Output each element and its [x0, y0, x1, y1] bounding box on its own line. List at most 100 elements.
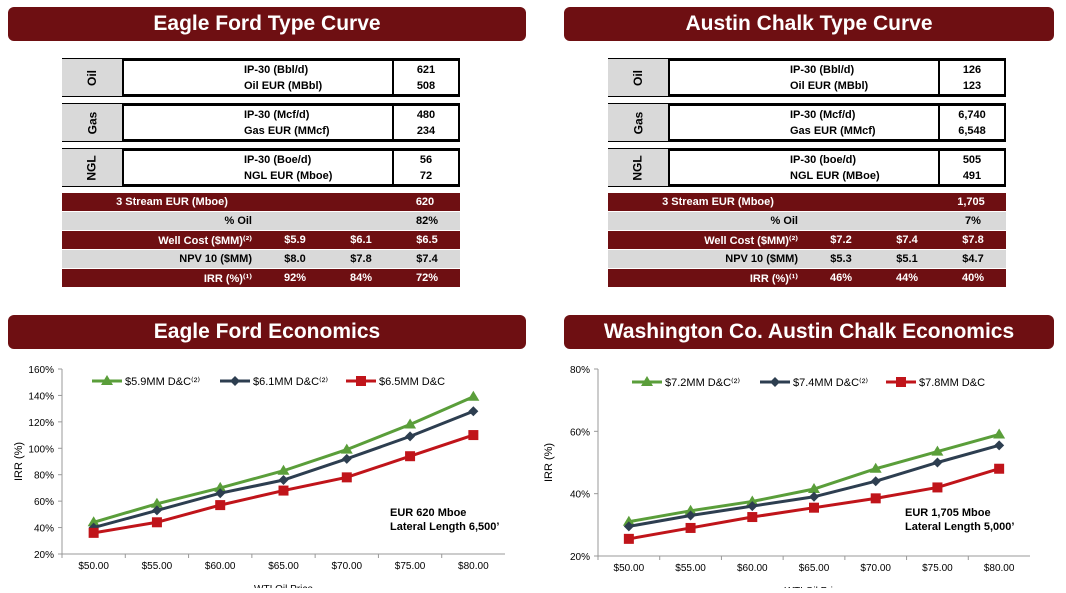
data-point [870, 493, 881, 504]
data-point [215, 500, 226, 511]
data-point [468, 406, 479, 417]
data-point [405, 451, 416, 462]
group-label: Gas [631, 111, 645, 134]
x-tick-label: $50.00 [614, 563, 645, 574]
ef-ngl-group: NGL IP-30 (Boe/d) NGL EUR (Mboe) 56 72 [62, 148, 460, 187]
row-label: Gas EUR (MMcf) [790, 124, 876, 137]
data-point [405, 431, 416, 442]
ac-economics-chart: 20% 40% 60% 80% $50.00 $55.00 $60.00 $65.00 $70.… [540, 355, 1066, 593]
row-label: IP-30 (Mcf/d) [244, 108, 310, 121]
row-value: 234 [416, 124, 436, 137]
row-value: 621 [416, 63, 436, 76]
data-point [150, 497, 163, 508]
data-point [214, 481, 227, 492]
data-point [88, 527, 99, 538]
series-line [93, 395, 474, 524]
legend-label: $5.9MM D&C⁽²⁾ [125, 376, 200, 388]
ac-gas-group: Gas IP-30 (Mcf/d) Gas EUR (MMcf) 6,740 6… [608, 103, 1006, 142]
ac-ngl-group: NGL IP-30 (boe/d) NGL EUR (MBoe) 505 491 [608, 148, 1006, 187]
data-point [932, 457, 943, 468]
x-tick-label: $70.00 [860, 563, 891, 574]
y-tick-label: 100% [28, 444, 54, 455]
data-point [869, 462, 882, 473]
data-point [622, 515, 635, 526]
ef-type-curve-table: Oil IP-30 (Bbl/d) Oil EUR (MBbl) 621 508… [62, 58, 460, 288]
data-point [747, 501, 758, 512]
group-label: Gas [85, 111, 99, 134]
summary-row: 3 Stream EUR (Mboe) 620 [62, 193, 460, 212]
row-value: 56 [419, 153, 433, 166]
ac-type-curve-title: Austin Chalk Type Curve [564, 7, 1054, 41]
summary-row: % Oil 82% [62, 212, 460, 231]
x-tick-label: $70.00 [331, 561, 362, 572]
legend-marker [896, 377, 906, 387]
legend-label: $7.4MM D&C⁽²⁾ [793, 377, 868, 389]
row-value: 72 [419, 169, 433, 182]
data-point [278, 485, 289, 496]
legend-label: $7.2MM D&C⁽²⁾ [665, 377, 740, 389]
x-tick-label: $60.00 [737, 563, 768, 574]
data-point [808, 482, 820, 493]
data-point [870, 476, 881, 487]
ef-oil-group: Oil IP-30 (Bbl/d) Oil EUR (MBbl) 621 508 [62, 58, 460, 97]
annotation-text: Lateral Length 5,000’ [905, 521, 1014, 533]
ef-irr-line-chart: 20% 40% 60% 80% 100% 120% 140% 160% $50.00 $55.00… [13, 365, 505, 593]
x-tick-label: $75.00 [395, 561, 426, 572]
y-tick-label: 80% [570, 365, 590, 376]
data-point [278, 475, 289, 485]
ac-type-curve-table: Oil IP-30 (Bbl/d) Oil EUR (MBbl) 126 123… [608, 58, 1006, 288]
y-tick-label: 80% [34, 471, 54, 482]
row-value: 480 [416, 108, 436, 121]
legend-marker [230, 376, 240, 386]
legend-label: $6.5MM D&C [379, 376, 445, 388]
summary-row: NPV 10 ($MM) $5.3 $5.1 $4.7 [608, 250, 1006, 269]
row-label: IP-30 (Bbl/d) [790, 63, 855, 76]
legend-marker [641, 376, 653, 386]
data-point [994, 463, 1005, 474]
data-point [340, 443, 353, 454]
annotation-text: Lateral Length 6,500’ [390, 521, 499, 533]
data-point [994, 440, 1005, 451]
y-axis-label: IRR (%) [13, 442, 25, 481]
data-point [151, 517, 162, 528]
row-value: 508 [416, 79, 436, 92]
y-tick-label: 60% [34, 497, 54, 508]
data-point [467, 390, 480, 401]
group-label: NGL [631, 154, 645, 181]
row-label: IP-30 (boe/d) [790, 153, 857, 166]
ef-economics-chart: 20% 40% 60% 80% 100% 120% 140% 160% $50.00 $55.00… [0, 355, 520, 593]
row-label: IP-30 (Boe/d) [244, 153, 312, 166]
data-point [215, 488, 226, 499]
summary-row: Well Cost ($MM)⁽²⁾ $7.2 $7.4 $7.8 [608, 231, 1006, 250]
x-tick-label: $80.00 [984, 563, 1015, 574]
row-value: 6,548 [958, 124, 986, 137]
row-label: Oil EUR (MBbl) [244, 79, 323, 92]
data-point [747, 512, 758, 523]
y-tick-label: 120% [28, 418, 54, 429]
annotation-text: EUR 1,705 Mboe [905, 507, 991, 519]
data-point [468, 430, 479, 441]
data-point [685, 522, 696, 533]
annotation-text: EUR 620 Mboe [390, 507, 466, 519]
data-point [932, 482, 943, 493]
y-tick-label: 140% [28, 391, 54, 402]
data-point [746, 495, 759, 506]
ac-oil-group: Oil IP-30 (Bbl/d) Oil EUR (MBbl) 126 123 [608, 58, 1006, 97]
y-tick-label: 40% [570, 490, 590, 501]
row-value: 6,740 [958, 108, 986, 121]
summary-row: NPV 10 ($MM) $8.0 $7.8 $7.4 [62, 250, 460, 269]
x-tick-label: $80.00 [458, 561, 489, 572]
legend-marker [101, 375, 113, 385]
data-point [685, 510, 696, 521]
group-label: Oil [630, 69, 645, 86]
x-tick-label: $65.00 [268, 561, 299, 572]
data-point [341, 472, 352, 483]
legend-label: $6.1MM D&C⁽²⁾ [253, 376, 328, 388]
data-point [931, 445, 944, 456]
row-label: IP-30 (Mcf/d) [790, 108, 856, 121]
data-point [684, 504, 697, 515]
summary-row: 3 Stream EUR (Mboe) 1,705 [608, 193, 1006, 212]
summary-row: IRR (%)⁽¹⁾ 46% 44% 40% [608, 269, 1006, 288]
data-point [151, 505, 162, 516]
data-point [809, 502, 819, 513]
